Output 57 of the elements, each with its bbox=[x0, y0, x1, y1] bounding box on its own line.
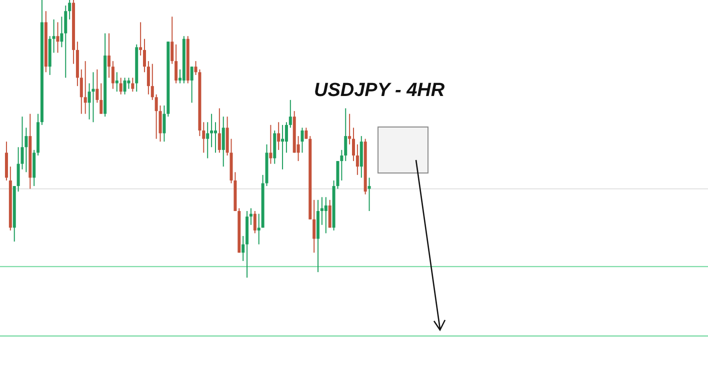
candlestick bbox=[312, 199, 316, 254]
candlestick bbox=[92, 72, 95, 123]
candlestick bbox=[344, 108, 348, 162]
candlestick bbox=[206, 122, 210, 159]
candlestick bbox=[284, 122, 288, 154]
candlestick bbox=[253, 210, 256, 234]
candlestick bbox=[111, 60, 114, 90]
candlestick bbox=[80, 68, 83, 114]
candlestick bbox=[324, 196, 328, 234]
candlestick bbox=[123, 77, 126, 95]
candlestick bbox=[170, 16, 174, 64]
candlestick bbox=[190, 66, 194, 104]
candlestick bbox=[320, 196, 324, 226]
candlestick bbox=[108, 32, 111, 78]
candlestick bbox=[64, 5, 68, 78]
candlestick bbox=[348, 113, 352, 145]
candlestick bbox=[300, 127, 304, 154]
text: USDJPY - 4HR bbox=[314, 80, 445, 101]
candlestick bbox=[269, 124, 272, 164]
candlestick bbox=[328, 199, 332, 228]
candlestick bbox=[154, 94, 158, 140]
candlestick bbox=[304, 127, 308, 140]
candlestick bbox=[84, 60, 87, 114]
candlestick bbox=[257, 213, 260, 245]
candlestick bbox=[158, 105, 162, 142]
candlestick bbox=[281, 124, 284, 170]
candlestick bbox=[56, 22, 60, 54]
candlestick bbox=[356, 144, 359, 176]
candlestick bbox=[100, 82, 103, 114]
candlestick bbox=[127, 77, 130, 90]
candlestick bbox=[16, 146, 20, 192]
candlestick bbox=[277, 122, 280, 150]
candlestick bbox=[60, 16, 64, 48]
candlestick bbox=[143, 38, 146, 73]
candlestick bbox=[202, 122, 206, 154]
candlestick bbox=[162, 105, 166, 142]
candlestick bbox=[242, 236, 245, 262]
candlestick bbox=[96, 68, 99, 104]
candlestick bbox=[222, 116, 225, 168]
candlestick bbox=[131, 77, 134, 92]
candlestick bbox=[214, 122, 217, 154]
candlestick bbox=[174, 44, 178, 84]
candlestick bbox=[139, 22, 142, 56]
candlestick bbox=[288, 99, 292, 128]
candlestick bbox=[218, 108, 221, 154]
candlestick bbox=[352, 127, 356, 162]
candlestick bbox=[146, 60, 150, 95]
candlestick bbox=[20, 116, 24, 170]
candlestick bbox=[52, 18, 56, 54]
candlestick bbox=[340, 149, 344, 181]
candlestick bbox=[68, 0, 72, 20]
candlestick bbox=[115, 72, 118, 92]
candlestick bbox=[210, 113, 214, 148]
candlestick bbox=[150, 63, 154, 100]
candlestick bbox=[368, 177, 371, 212]
candlestick bbox=[119, 77, 122, 95]
candlestick bbox=[249, 208, 252, 226]
